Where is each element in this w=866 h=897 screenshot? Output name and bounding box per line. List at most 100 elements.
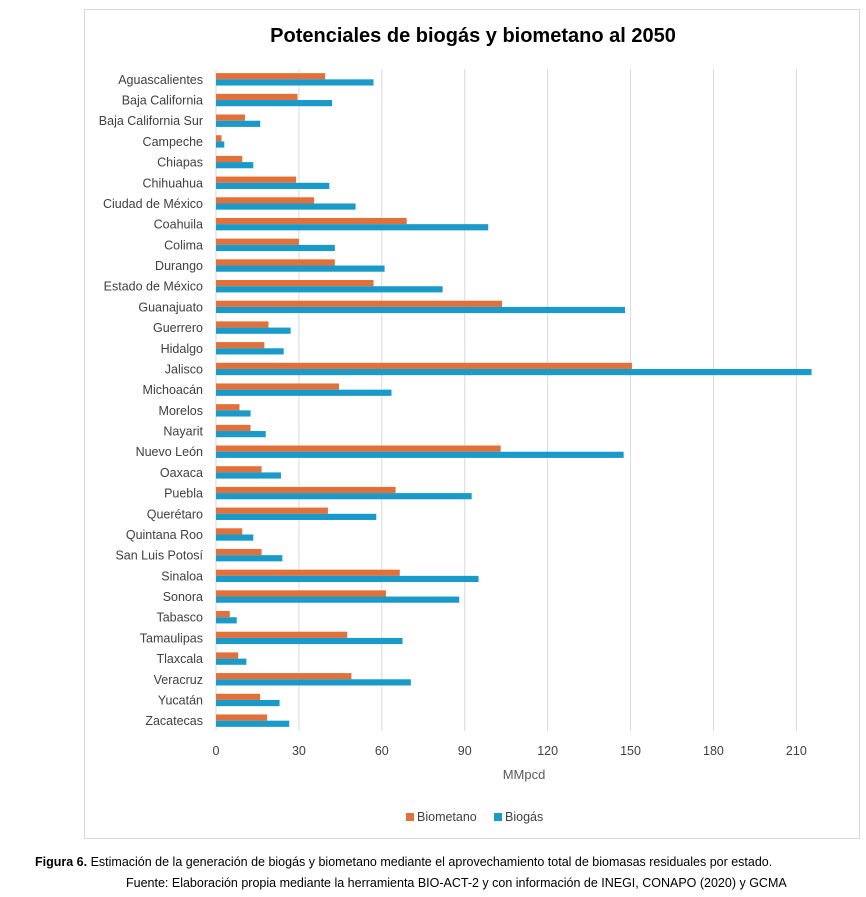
x-tick-labels: 0 30 60 90 120 150 180 210 [213, 744, 807, 758]
bar-biometano-campeche [216, 135, 222, 142]
bar-biogas-sinaloa [216, 575, 479, 583]
bar-biometano-tamaulipas [216, 631, 348, 638]
x-tick-210: 210 [786, 744, 807, 758]
legend-swatch-biogas [494, 813, 502, 821]
x-tick-30: 30 [292, 744, 306, 758]
bar-biometano-nuevo-leon [216, 445, 501, 452]
bar-biometano-queretaro [216, 507, 328, 514]
bar-biometano-chihuahua [216, 176, 297, 183]
category-label-morelos: Morelos [159, 404, 203, 418]
bar-biogas-tamaulipas [216, 637, 403, 645]
category-label-tlaxcala: Tlaxcala [156, 652, 203, 666]
bar-biogas-colima [216, 244, 335, 252]
bar-biogas-chihuahua [216, 182, 330, 189]
bar-biogas-tlaxcala [216, 658, 247, 665]
category-label-michoacan: Michoacán [143, 383, 203, 397]
bar-biometano-sinaloa [216, 569, 400, 576]
bar-biometano-yucatan [216, 693, 261, 700]
bar-biometano-durango [216, 259, 335, 266]
caption-line-1: Figura 6. Estimación de la generación de… [35, 855, 772, 869]
category-label-durango: Durango [155, 259, 203, 273]
bar-biometano-sonora [216, 590, 386, 597]
bar-biogas-oaxaca [216, 472, 281, 479]
figure-label: Figura 6. [35, 855, 88, 869]
category-label-hidalgo: Hidalgo [161, 342, 203, 356]
x-axis-title: MMpcd [503, 767, 546, 782]
category-label-queretaro: Querétaro [147, 507, 203, 521]
bar-biometano-baja-california-sur [216, 114, 246, 121]
bar-biogas-baja-california [216, 100, 333, 107]
bar-biometano-guanajuato [216, 300, 503, 307]
bar-biogas-jalisco [216, 368, 812, 376]
legend-label-biometano: Biometano [417, 810, 477, 824]
bar-biometano-aguascalientes [216, 73, 326, 80]
bar-biogas-michoacan [216, 389, 392, 396]
category-label-chihuahua: Chihuahua [143, 176, 204, 190]
bar-biogas-puebla [216, 493, 472, 500]
bar-biogas-ciudad-de-mexico [216, 203, 356, 210]
category-label-yucatan: Yucatán [158, 693, 203, 707]
x-tick-120: 120 [537, 744, 558, 758]
caption-source: Fuente: Elaboración propia mediante la h… [126, 876, 787, 890]
category-label-campeche: Campeche [143, 135, 203, 149]
chart-title: Potenciales de biogás y biometano al 205… [270, 25, 676, 47]
bar-biogas-durango [216, 265, 385, 272]
bar-biogas-veracruz [216, 679, 411, 686]
category-label-chiapas: Chiapas [157, 156, 203, 170]
category-label-zacatecas: Zacatecas [145, 714, 203, 728]
bar-biogas-nuevo-leon [216, 451, 624, 458]
bar-biogas-zacatecas [216, 720, 290, 727]
chart-frame: Potenciales de biogás y biometano al 205… [84, 9, 860, 839]
figure-description: Estimación de la generación de biogás y … [87, 855, 773, 869]
bar-biogas-morelos [216, 410, 251, 417]
bar-biometano-nayarit [216, 424, 251, 432]
bar-biogas-queretaro [216, 513, 377, 520]
bar-biometano-guerrero [216, 321, 269, 328]
category-label-ciudad-de-mexico: Ciudad de México [103, 197, 203, 211]
bars [216, 73, 812, 727]
x-tick-90: 90 [458, 744, 472, 758]
category-label-veracruz: Veracruz [154, 673, 203, 687]
category-label-san-luis-potosi: San Luis Potosí [115, 549, 203, 563]
category-label-baja-california: Baja California [122, 94, 203, 108]
bar-biometano-ciudad-de-mexico [216, 197, 315, 204]
bar-biogas-guanajuato [216, 306, 626, 314]
bar-biogas-guerrero [216, 327, 291, 334]
bar-biometano-coahuila [216, 217, 407, 225]
bar-biometano-san-luis-potosi [216, 548, 262, 556]
bar-biometano-jalisco [216, 362, 632, 369]
category-labels: Aguascalientes Baja California Baja Califo… [99, 73, 204, 728]
gridlines [215, 69, 797, 731]
bar-chart: Potenciales de biogás y biometano al 205… [99, 25, 812, 824]
bar-biogas-hidalgo [216, 348, 284, 355]
bar-biometano-quintana-roo [216, 528, 243, 535]
bar-biometano-chiapas [216, 155, 243, 163]
category-label-coahuila: Coahuila [154, 218, 203, 232]
bar-biometano-puebla [216, 486, 396, 494]
bar-biogas-baja-california-sur [216, 120, 261, 127]
category-label-tabasco: Tabasco [156, 611, 203, 625]
category-label-guerrero: Guerrero [153, 321, 203, 335]
bar-biogas-quintana-roo [216, 534, 254, 541]
x-tick-150: 150 [620, 744, 641, 758]
bar-biogas-yucatan [216, 699, 280, 707]
category-label-baja-california-sur: Baja California Sur [99, 114, 203, 128]
category-label-nuevo-leon: Nuevo León [136, 445, 203, 459]
bar-biogas-sonora [216, 596, 460, 603]
legend: Biometano Biogás [406, 810, 543, 824]
bar-biometano-oaxaca [216, 466, 262, 473]
bar-biometano-michoacan [216, 383, 339, 390]
bar-biometano-zacatecas [216, 714, 268, 721]
bar-biometano-colima [216, 238, 299, 245]
bar-biogas-san-luis-potosi [216, 555, 283, 562]
category-label-aguascalientes: Aguascalientes [118, 73, 203, 87]
legend-label-biogas: Biogás [505, 810, 543, 824]
category-label-tamaulipas: Tamaulipas [140, 631, 203, 645]
category-label-sinaloa: Sinaloa [161, 569, 203, 583]
category-label-guanajuato: Guanajuato [138, 300, 203, 314]
category-label-colima: Colima [164, 238, 203, 252]
bar-biogas-chiapas [216, 162, 254, 169]
bar-biometano-morelos [216, 404, 240, 411]
bar-biogas-nayarit [216, 431, 266, 438]
bar-biogas-campeche [216, 141, 225, 148]
